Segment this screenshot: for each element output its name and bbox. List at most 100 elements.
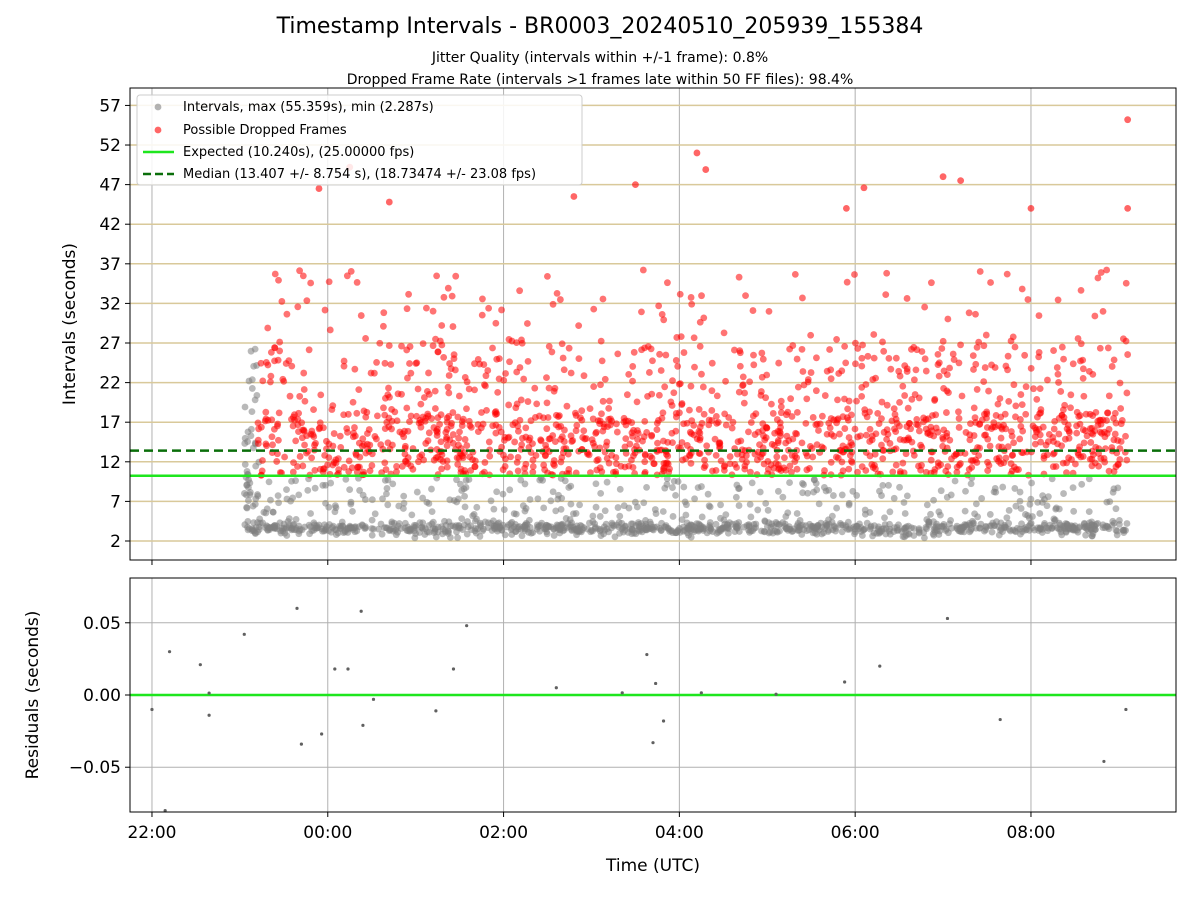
- interval-point-1116: [764, 506, 772, 514]
- dropped-point-706: [675, 380, 683, 388]
- interval-point-1020: [1011, 485, 1019, 492]
- dropped-point-1176: [1117, 420, 1125, 428]
- interval-point-776: [521, 522, 529, 529]
- interval-point-1040: [923, 501, 931, 509]
- dropped-point-1405: [373, 359, 380, 366]
- dropped-point-701: [660, 437, 667, 445]
- interval-point-706: [771, 527, 779, 535]
- dropped-point-199: [1067, 404, 1074, 412]
- dropped-point-355: [465, 385, 473, 393]
- dropped-point-450: [449, 409, 457, 416]
- interval-point-1095: [876, 487, 883, 495]
- dropped-point-1065: [1037, 406, 1045, 413]
- interval-point-768: [603, 525, 611, 533]
- x-tick-label-0: 22:00: [127, 823, 176, 843]
- dropped-point-976: [664, 279, 671, 287]
- interval-point-933: [500, 506, 508, 514]
- dropped-point-814: [747, 419, 755, 426]
- dropped-point-1257: [798, 439, 806, 447]
- interval-point-970: [1029, 513, 1036, 520]
- interval-point-891: [790, 525, 798, 533]
- dropped-point-323: [1018, 285, 1026, 293]
- dropped-point-177: [823, 367, 831, 375]
- residual-point-26: [878, 664, 882, 668]
- dropped-point-80: [972, 310, 979, 318]
- dropped-point-807: [854, 468, 861, 476]
- residual-point-5: [242, 632, 246, 636]
- interval-point-985: [1048, 475, 1056, 483]
- dropped-point-295: [896, 436, 904, 443]
- interval-point-1104: [395, 502, 403, 510]
- dropped-point-718: [975, 338, 983, 346]
- dropped-point-254: [543, 374, 550, 382]
- dropped-point-612: [1012, 413, 1019, 421]
- legend: Intervals, max (55.359s), min (2.287s) P…: [136, 94, 583, 186]
- interval-point-19: [1003, 514, 1011, 522]
- interval-point-815: [1051, 517, 1058, 525]
- dropped-point-1399: [329, 442, 337, 450]
- residual-point-1: [150, 707, 154, 712]
- dropped-point-851: [323, 437, 330, 445]
- dropped-point-389: [629, 363, 637, 370]
- dropped-point-88: [950, 356, 958, 364]
- dropped-point-658: [484, 367, 492, 374]
- interval-point-752: [472, 529, 480, 537]
- residual-point-17: [554, 686, 558, 690]
- dropped-point-790: [443, 463, 451, 471]
- interval-point-1153: [304, 486, 312, 494]
- dropped-point-1440: [545, 342, 553, 350]
- interval-point-915: [669, 513, 677, 520]
- interval-point-822: [976, 524, 983, 532]
- dropped-point-860: [271, 270, 279, 278]
- dropped-point-125: [311, 466, 319, 474]
- dropped-point-626: [813, 441, 821, 449]
- dropped-point-565: [379, 322, 387, 330]
- dropped-point-1111: [910, 343, 918, 351]
- dropped-point-1474: [712, 451, 720, 459]
- dropped-point-600: [445, 372, 453, 379]
- dropped-point-499: [741, 462, 749, 470]
- interval-point-996: [1016, 497, 1024, 505]
- dropped-point-1100: [708, 359, 716, 367]
- interval-point-1119: [1039, 492, 1047, 500]
- residual-point-9: [333, 667, 337, 671]
- dropped-point-390: [438, 322, 446, 329]
- interval-point-833: [1069, 525, 1077, 533]
- interval-point-869: [902, 527, 910, 535]
- dropped-point-1213: [845, 465, 853, 473]
- dropped-point-1095: [931, 397, 938, 404]
- interval-point-1068: [633, 503, 641, 511]
- dropped-point-506: [516, 287, 524, 295]
- dropped-point-570: [360, 468, 367, 476]
- dropped-point-1439: [1063, 425, 1071, 433]
- interval-point-1044: [717, 501, 724, 509]
- residuals-y-ticks: 0.05 0.00 −0.05: [69, 614, 130, 778]
- dropped-point-1263: [516, 416, 524, 424]
- dropped-point-148: [1004, 352, 1012, 360]
- dropped-point-1389: [862, 467, 870, 474]
- dropped-point-836: [354, 464, 362, 471]
- interval-point-1080: [659, 508, 667, 515]
- dropped-point-1209: [401, 450, 409, 458]
- interval-point-1016: [295, 491, 303, 499]
- dropped-point-1311: [445, 389, 453, 397]
- dropped-point-1064: [345, 457, 353, 465]
- dropped-point-1484: [838, 458, 846, 466]
- interval-point-1028: [1043, 502, 1051, 510]
- residual-point-10: [346, 667, 350, 671]
- dropped-point-1463: [843, 278, 851, 286]
- dropped-point-1069: [483, 406, 490, 414]
- dropped-point-1178: [656, 350, 663, 358]
- dropped-point-903: [641, 450, 649, 458]
- dropped-point-1191: [852, 360, 859, 368]
- dropped-point-832: [852, 339, 859, 347]
- dropped-point-1319: [514, 467, 522, 475]
- dropped-point-1388: [343, 425, 351, 432]
- dropped-point-1041: [672, 356, 680, 364]
- dropped-point-18: [506, 358, 513, 366]
- dropped-point-932: [340, 463, 348, 471]
- interval-point-902: [400, 499, 408, 507]
- interval-point-952: [549, 488, 557, 496]
